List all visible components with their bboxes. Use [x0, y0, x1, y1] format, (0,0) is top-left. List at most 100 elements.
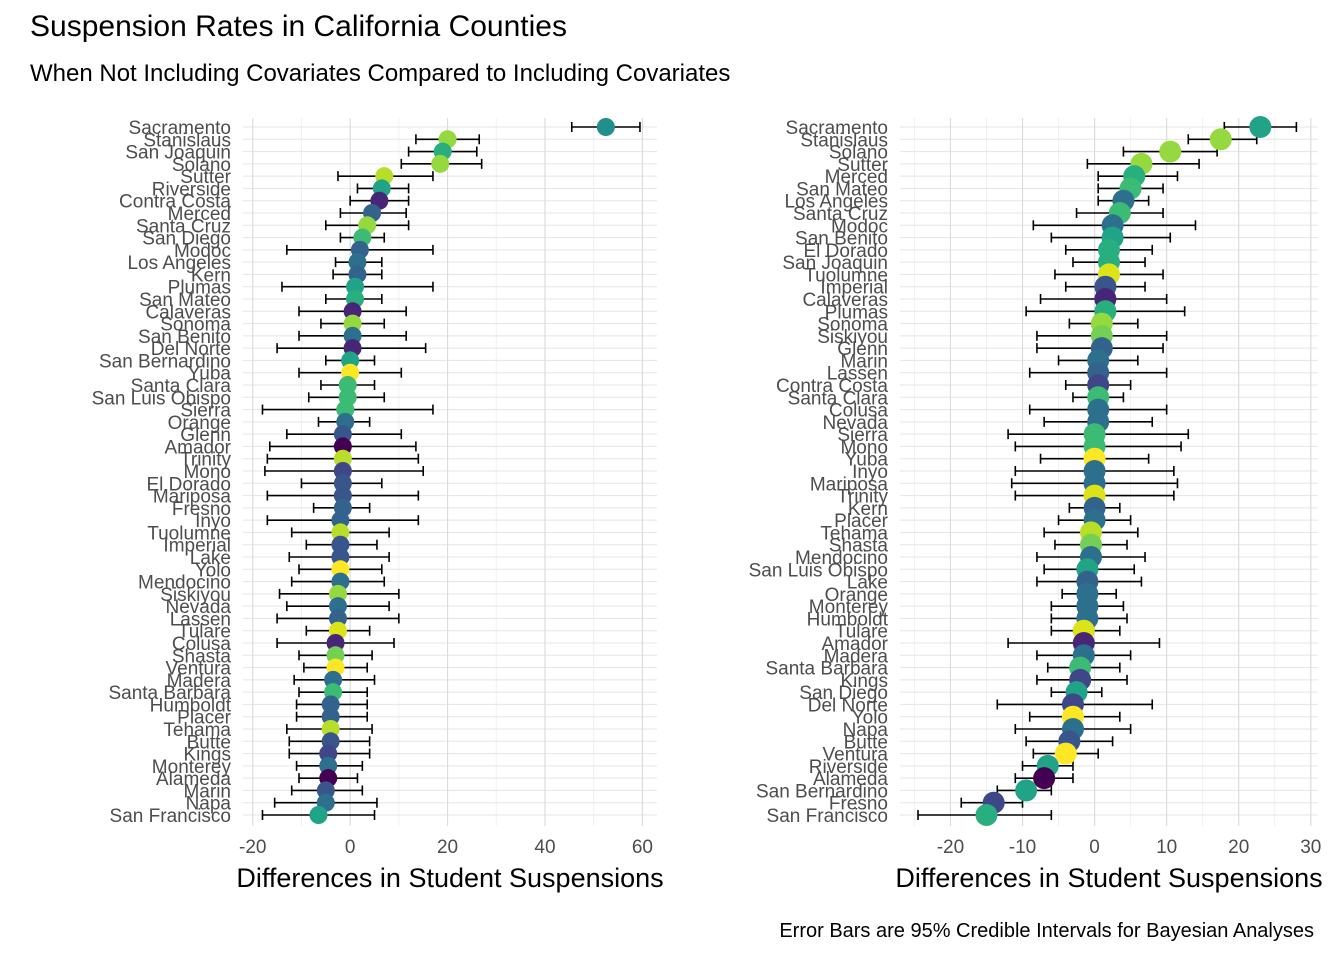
y-tick-label: Alameda	[156, 769, 231, 790]
y-tick-label: Sonoma	[160, 315, 231, 336]
y-tick-label: Tuolumne	[804, 265, 888, 286]
y-tick-label: Sacramento	[129, 118, 231, 139]
data-point	[1054, 742, 1077, 765]
y-tick-label: San Luis Obispo	[92, 388, 231, 409]
y-tick-label: Kern	[191, 265, 231, 286]
y-tick-label: Imperial	[820, 278, 888, 299]
y-tick-label: Tulare	[835, 622, 888, 643]
x-tick-label: 0	[1089, 837, 1100, 858]
x-tick-label: -20	[239, 837, 266, 858]
y-tick-label: San Benito	[138, 327, 231, 348]
y-tick-label: San Joaquin	[125, 143, 231, 164]
y-tick-label: Madera	[167, 671, 232, 692]
y-tick-label: Los Angeles	[784, 192, 888, 213]
data-point	[1249, 116, 1272, 138]
y-tick-label: Del Norte	[808, 695, 888, 716]
y-tick-label: Modoc	[831, 216, 888, 237]
y-tick-label: Fresno	[829, 794, 888, 815]
y-tick-label: Calaveras	[802, 290, 888, 311]
y-tick-label: Kern	[848, 499, 888, 520]
data-point	[1015, 779, 1038, 802]
y-tick-label: Contra Costa	[776, 376, 888, 397]
y-tick-label: Orange	[168, 413, 231, 434]
y-tick-label: Butte	[844, 732, 888, 753]
y-tick-label: Madera	[824, 646, 889, 667]
y-tick-label: San Luis Obispo	[749, 560, 888, 581]
y-tick-label: Lassen	[827, 364, 888, 385]
x-tick-label: 0	[345, 837, 356, 858]
y-tick-label: Mariposa	[810, 474, 889, 495]
y-tick-label: Ventura	[166, 659, 232, 680]
y-tick-label: Fresno	[172, 499, 231, 520]
y-tick-label: Tuolumne	[147, 523, 231, 544]
y-tick-label: Inyo	[852, 462, 888, 483]
y-tick-label: Glenn	[837, 339, 888, 360]
y-tick-label: Del Norte	[151, 339, 231, 360]
y-tick-label: San Diego	[799, 683, 888, 704]
y-tick-label: Siskiyou	[817, 327, 888, 348]
y-tick-label: Shasta	[172, 646, 232, 667]
y-tick-label: Ventura	[823, 745, 889, 766]
x-tick-label: -20	[937, 837, 964, 858]
y-tick-label: Santa Barbara	[765, 659, 888, 680]
x-tick-label: 30	[1300, 837, 1321, 858]
y-tick-label: Mono	[840, 437, 888, 458]
y-tick-label: Monterey	[152, 757, 232, 778]
data-point	[1159, 140, 1182, 163]
x-tick-label: 40	[534, 837, 555, 858]
y-tick-label: San Francisco	[767, 806, 888, 827]
y-tick-label: San Mateo	[796, 179, 888, 200]
right-panel: -20 -10 0 10 20 30SacramentoStanislausSolanoS…	[749, 116, 1323, 893]
y-tick-label: Los Angeles	[127, 253, 231, 274]
x-tick-label: -10	[1009, 837, 1036, 858]
y-tick-label: Placer	[834, 511, 889, 532]
y-tick-label: Sierra	[180, 401, 231, 422]
y-tick-label: Napa	[843, 720, 889, 741]
y-tick-label: Yolo	[195, 560, 231, 581]
x-tick-label: 20	[437, 837, 458, 858]
y-tick-label: San Bernardino	[756, 781, 888, 802]
y-tick-label: Sierra	[837, 425, 888, 446]
y-tick-label: Mendocino	[795, 548, 888, 569]
chart-subtitle: When Not Including Covariates Compared t…	[30, 60, 731, 87]
y-tick-label: Santa Clara	[788, 388, 889, 409]
y-tick-label: Napa	[186, 794, 232, 815]
y-tick-label: Mendocino	[138, 573, 231, 594]
y-tick-label: Merced	[825, 167, 888, 188]
data-point	[1033, 767, 1056, 790]
y-tick-label: Sacramento	[786, 118, 888, 139]
y-tick-label: Contra Costa	[119, 192, 231, 213]
y-tick-label: El Dorado	[804, 241, 889, 262]
y-tick-label: Stanislaus	[143, 130, 231, 151]
y-tick-label: Amador	[821, 634, 888, 655]
y-tick-label: Butte	[187, 732, 231, 753]
x-tick-label: 60	[632, 837, 653, 858]
x-axis-title: Differences in Student Suspensions	[236, 863, 663, 893]
data-point	[309, 806, 328, 824]
y-tick-label: Riverside	[152, 179, 231, 200]
y-tick-label: Lassen	[170, 609, 231, 630]
y-tick-label: Alameda	[813, 769, 888, 790]
data-point	[1209, 128, 1232, 151]
y-tick-label: San Joaquin	[782, 253, 888, 274]
y-tick-label: Solano	[829, 143, 888, 164]
y-tick-label: Inyo	[195, 511, 231, 532]
y-tick-label: Lake	[847, 573, 888, 594]
y-tick-label: Merced	[168, 204, 231, 225]
y-tick-label: Humboldt	[807, 609, 889, 630]
y-tick-label: Sutter	[837, 155, 888, 176]
y-tick-label: Marin	[840, 351, 888, 372]
y-tick-label: Nevada	[823, 413, 889, 434]
y-tick-label: Siskiyou	[160, 585, 231, 606]
plot-area	[243, 118, 657, 826]
y-tick-label: Mono	[183, 462, 231, 483]
y-tick-label: Tehama	[163, 720, 231, 741]
y-tick-label: Sonoma	[817, 315, 888, 336]
y-tick-label: Santa Barbara	[108, 683, 231, 704]
y-tick-label: Lake	[190, 548, 231, 569]
y-tick-label: Yolo	[852, 708, 888, 729]
y-tick-label: Trinity	[837, 487, 889, 508]
data-point	[975, 804, 998, 826]
y-tick-label: Humboldt	[150, 695, 232, 716]
